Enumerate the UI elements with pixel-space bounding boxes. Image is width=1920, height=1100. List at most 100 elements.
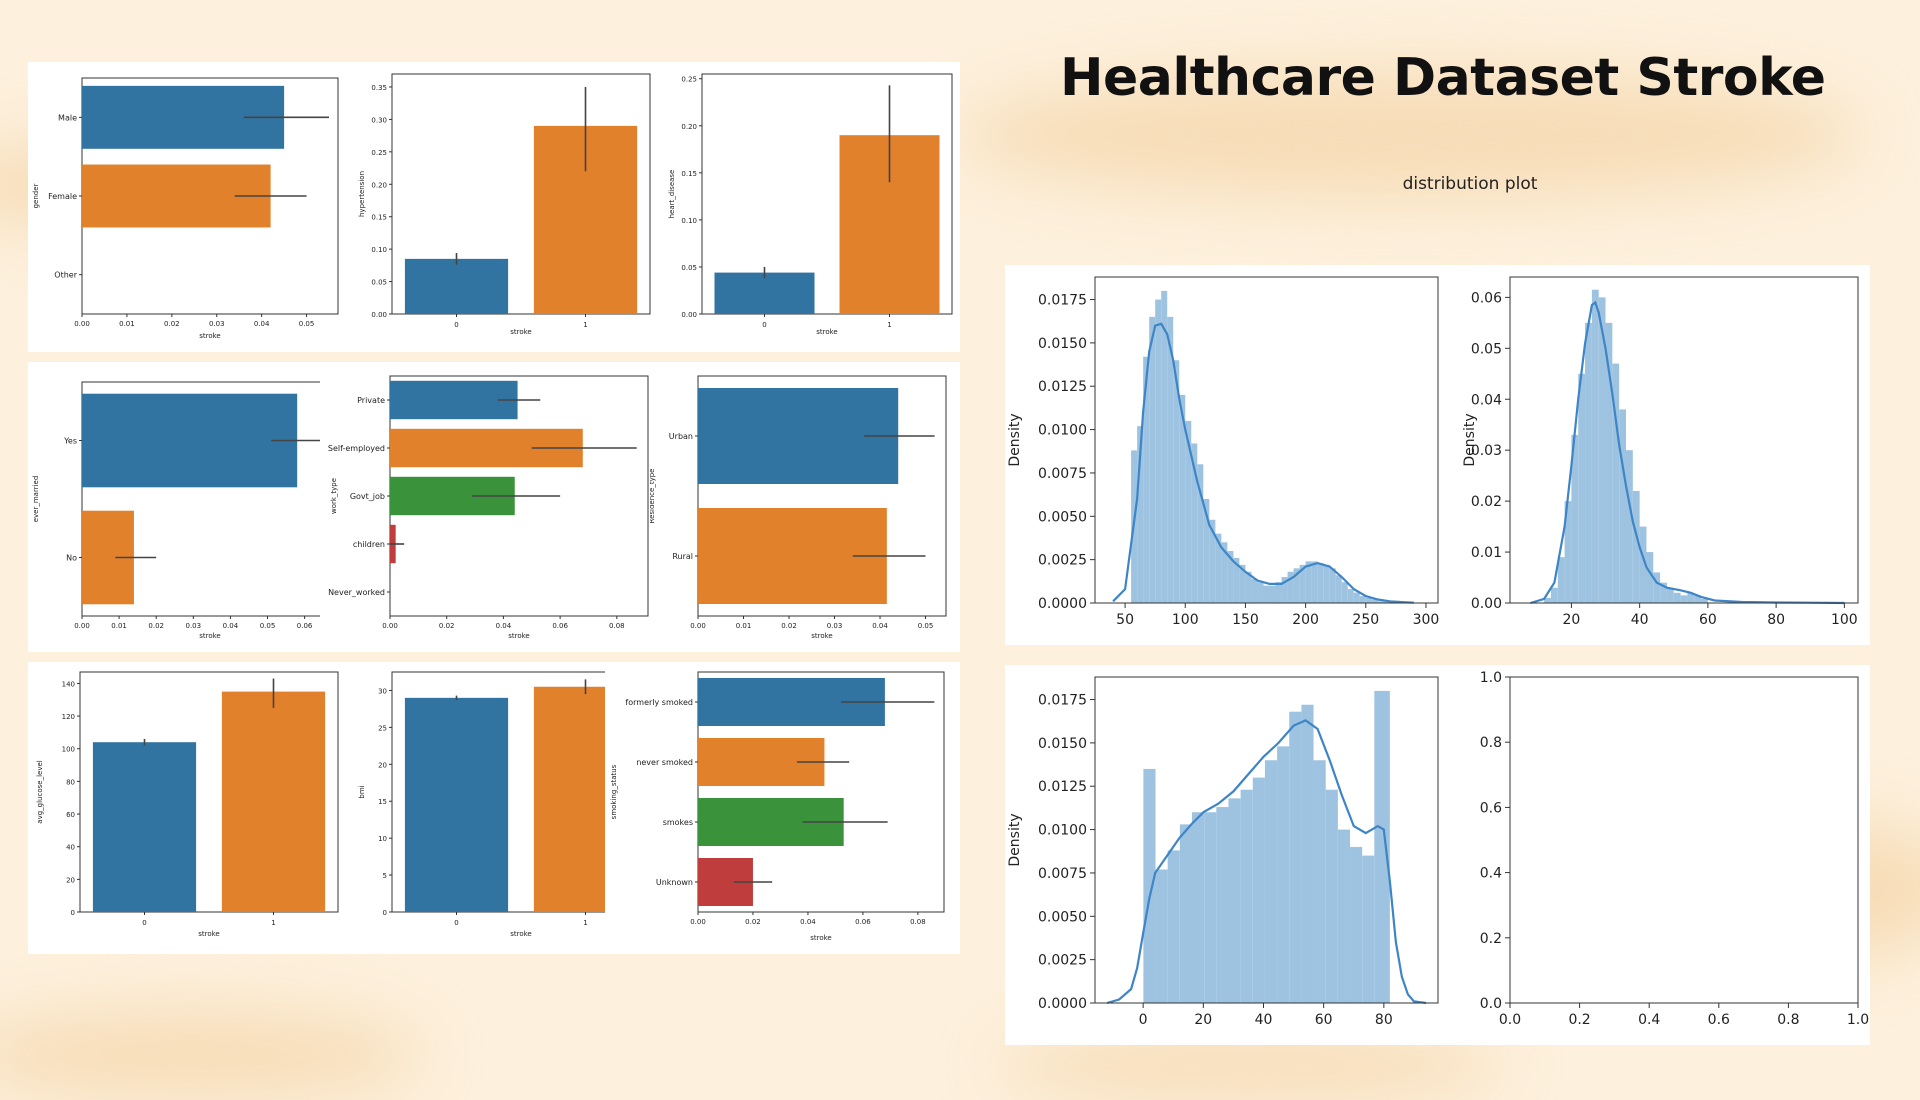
bar bbox=[404, 258, 509, 314]
y-tick-label: 0.20 bbox=[681, 123, 697, 131]
y-axis-label: Density bbox=[1007, 413, 1023, 466]
histogram-bar bbox=[1269, 585, 1276, 603]
y-axis-label: smoking_status bbox=[610, 764, 618, 819]
x-tick-label: 0.05 bbox=[918, 622, 934, 630]
x-tick-label: 0.01 bbox=[111, 622, 127, 630]
histogram-bar bbox=[1673, 592, 1681, 603]
x-tick-label: 0.2 bbox=[1568, 1012, 1590, 1028]
histogram-bar bbox=[1203, 498, 1210, 603]
y-tick-label: 0.30 bbox=[371, 116, 387, 124]
histogram-bar bbox=[1239, 564, 1246, 603]
axes-frame bbox=[697, 375, 947, 617]
histogram-bar bbox=[1374, 690, 1390, 1003]
dist-panel-bmi: 20 40 60 80 100 0.00 0.01 0.02 0.03 0.04 0.05 0.06 D… bbox=[1450, 265, 1870, 645]
dist-panel-glucose: 50 100 150 200 250 300 0.0000 0.0025 0.0050 0.007… bbox=[1005, 265, 1450, 645]
y-tick-label: 0.0150 bbox=[1038, 736, 1087, 752]
histogram-bar bbox=[1143, 768, 1156, 1003]
bar bbox=[390, 380, 518, 420]
y-tick-label: formerly smoked bbox=[625, 698, 693, 707]
x-tick-label: 0.08 bbox=[609, 622, 625, 630]
y-tick-label: 0.35 bbox=[371, 84, 387, 92]
y-tick-label: 100 bbox=[62, 746, 75, 754]
x-tick-label: 100 bbox=[1831, 612, 1858, 628]
y-tick-label: 0.01 bbox=[1471, 545, 1502, 561]
histogram-bar bbox=[1329, 568, 1336, 603]
y-axis-label: Density bbox=[1007, 813, 1023, 866]
histogram-bar bbox=[1149, 316, 1156, 603]
avg-glucose-bar-chart: 0 1020406080100120140strokeavg_glucose_le… bbox=[36, 671, 339, 938]
histogram-bar bbox=[1544, 597, 1551, 603]
y-tick-label: 0.0075 bbox=[1038, 466, 1087, 482]
y-tick-label: 0.00 bbox=[681, 311, 697, 319]
kde-line bbox=[1530, 300, 1845, 605]
histogram-bar bbox=[1167, 850, 1180, 1003]
x-tick-label: 200 bbox=[1292, 612, 1319, 628]
histogram-bar bbox=[1227, 550, 1234, 603]
axes-frame bbox=[1509, 676, 1859, 1004]
kde-line bbox=[1106, 719, 1427, 1005]
y-tick-label: 0.15 bbox=[371, 214, 387, 222]
y-tick-label: 5 bbox=[383, 872, 387, 880]
x-tick-label: 0.03 bbox=[827, 622, 843, 630]
y-tick-label: 0 bbox=[383, 909, 387, 917]
kde-line bbox=[1112, 322, 1414, 604]
y-tick-label: 0.05 bbox=[1471, 341, 1502, 357]
histogram-bar bbox=[1293, 568, 1300, 603]
x-tick-label: 0.00 bbox=[74, 320, 90, 328]
y-axis-label: heart_disease bbox=[668, 170, 676, 219]
x-tick-label: 0.8 bbox=[1777, 1012, 1799, 1028]
histogram-bar bbox=[1687, 592, 1695, 603]
glucose-distribution-chart: 50 100 150 200 250 300 0.0000 0.0025 0.0050 0.007… bbox=[1007, 276, 1439, 628]
histogram-bar bbox=[1325, 789, 1338, 1003]
histogram-bar bbox=[1701, 598, 1708, 603]
histogram-bar bbox=[1264, 760, 1278, 1003]
empty-axes-chart: 0.0 0.2 0.4 0.6 0.8 1.0 0.0 0.2 0.4 0.6 0.8 1.0 bbox=[1480, 670, 1869, 1028]
histogram-bar bbox=[1281, 576, 1288, 603]
y-tick-label: 0.0100 bbox=[1038, 823, 1087, 839]
y-tick-label: smokes bbox=[663, 818, 693, 827]
axes-frame bbox=[391, 73, 651, 315]
y-tick-label: 0.0100 bbox=[1038, 423, 1087, 439]
histogram-bar bbox=[1257, 582, 1264, 603]
x-tick-label: 1 bbox=[271, 919, 275, 927]
x-tick-label: 0 bbox=[1139, 1012, 1148, 1028]
x-tick-label: 0.05 bbox=[299, 320, 315, 328]
histogram-bar bbox=[1313, 760, 1326, 1003]
x-tick-label: 0.05 bbox=[260, 622, 276, 630]
y-tick-label: 0.10 bbox=[371, 246, 387, 254]
histogram-bar bbox=[1216, 807, 1229, 1003]
axes-frame bbox=[701, 73, 953, 315]
histogram-bar bbox=[1289, 711, 1302, 1003]
residence-type-bar-chart: Urban Rural 0.00 0.01 0.02 0.03 0.04 0.05 stroke… bbox=[650, 375, 947, 640]
y-axis-label: ever_married bbox=[32, 476, 40, 523]
chart-panel-smoking-status: formerly smoked never smoked smokes Unknown… bbox=[605, 662, 960, 954]
background-paint-stroke bbox=[960, 70, 1860, 200]
y-tick-label: 0.05 bbox=[371, 279, 387, 287]
x-tick-label: 0.06 bbox=[297, 622, 313, 630]
y-tick-label: 0.0050 bbox=[1038, 509, 1087, 525]
histogram-bar bbox=[1240, 789, 1253, 1003]
y-tick-label: 0.0000 bbox=[1038, 996, 1087, 1012]
x-axis-label: stroke bbox=[510, 930, 532, 938]
x-tick-label: 40 bbox=[1631, 612, 1649, 628]
y-tick-label: 20 bbox=[378, 761, 387, 769]
y-axis-label: work_type bbox=[330, 478, 338, 514]
histogram-bar bbox=[1305, 561, 1312, 603]
histogram-bar bbox=[1197, 464, 1204, 603]
histogram-bar bbox=[1311, 561, 1318, 603]
x-axis-label: stroke bbox=[816, 328, 838, 336]
y-tick-label: 30 bbox=[378, 687, 387, 695]
histogram-bar bbox=[1365, 597, 1372, 603]
y-tick-label: 0.25 bbox=[371, 149, 387, 157]
histogram-bar bbox=[1245, 571, 1252, 603]
y-tick-label: Never_worked bbox=[328, 588, 385, 597]
histogram-bar bbox=[1251, 578, 1258, 603]
x-tick-label: 80 bbox=[1375, 1012, 1393, 1028]
hypertension-bar-chart: 0 1 0.00 0.05 0.10 0.15 0.20 0.25 0.30 0.35 stroke… bbox=[358, 73, 651, 336]
x-tick-label: 0.02 bbox=[439, 622, 455, 630]
y-tick-label: 0.20 bbox=[371, 181, 387, 189]
chart-panel-avg-glucose: 0 1 0 20 40 60 80 100 120 140 stroke avg_glucose_le… bbox=[28, 662, 350, 954]
y-tick-label: Private bbox=[357, 396, 385, 405]
y-tick-label: 0.10 bbox=[681, 217, 697, 225]
histogram-bar bbox=[1137, 426, 1144, 603]
